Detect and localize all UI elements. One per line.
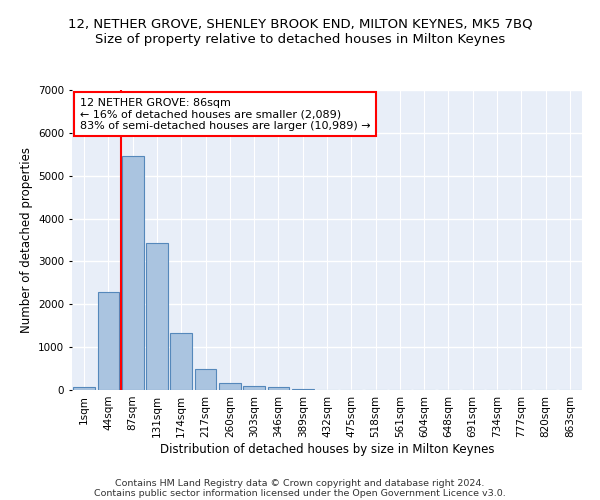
Y-axis label: Number of detached properties: Number of detached properties [20, 147, 32, 333]
Bar [292, 388, 314, 390]
Bar [170, 334, 192, 390]
Bar [268, 388, 289, 390]
Bar [97, 292, 119, 390]
Bar [243, 386, 265, 390]
Text: Contains public sector information licensed under the Open Government Licence v3: Contains public sector information licen… [94, 488, 506, 498]
Bar [219, 383, 241, 390]
Text: 12, NETHER GROVE, SHENLEY BROOK END, MILTON KEYNES, MK5 7BQ: 12, NETHER GROVE, SHENLEY BROOK END, MIL… [68, 18, 532, 30]
Bar [73, 386, 95, 390]
Bar [122, 156, 143, 390]
Text: 12 NETHER GROVE: 86sqm
← 16% of detached houses are smaller (2,089)
83% of semi-: 12 NETHER GROVE: 86sqm ← 16% of detached… [80, 98, 370, 130]
Text: Contains HM Land Registry data © Crown copyright and database right 2024.: Contains HM Land Registry data © Crown c… [115, 478, 485, 488]
Bar [194, 370, 217, 390]
Text: Size of property relative to detached houses in Milton Keynes: Size of property relative to detached ho… [95, 32, 505, 46]
X-axis label: Distribution of detached houses by size in Milton Keynes: Distribution of detached houses by size … [160, 442, 494, 456]
Bar [146, 242, 168, 390]
